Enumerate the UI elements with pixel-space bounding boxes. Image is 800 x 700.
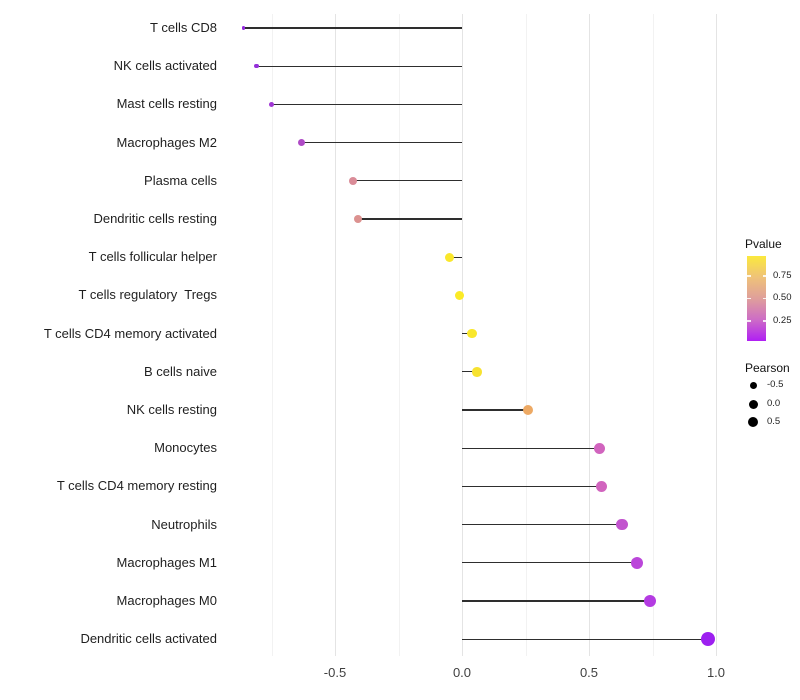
x-axis-tick-label: 0.5: [579, 665, 599, 680]
lollipop-dot: [643, 594, 657, 608]
lollipop-stem: [462, 562, 638, 564]
lollipop-dot: [523, 405, 534, 415]
y-axis-label: Monocytes: [154, 440, 217, 456]
y-axis-label: T cells CD4 memory resting: [56, 478, 217, 494]
lollipop-dot: [444, 252, 454, 262]
colorbar-tick: [747, 275, 751, 277]
x-axis-tick-label: -0.5: [323, 665, 347, 680]
lollipop-dot: [268, 101, 275, 108]
colorbar-tick-label: 0.25: [773, 314, 792, 326]
pvalue-legend-title: Pvalue: [745, 237, 782, 251]
major-gridline: [589, 14, 590, 656]
lollipop-dot: [353, 214, 363, 224]
colorbar-tick: [762, 275, 766, 277]
y-axis-label: Dendritic cells activated: [80, 631, 217, 647]
lollipop-dot: [616, 518, 628, 531]
lollipop-dot: [454, 290, 464, 300]
lollipop-stem: [462, 332, 473, 335]
lollipop-stem: [449, 256, 462, 258]
lollipop-dot: [596, 480, 608, 492]
lollipop-dot: [631, 556, 644, 569]
major-gridline: [462, 14, 463, 656]
lollipop-dot: [467, 328, 477, 339]
y-axis-label: Dendritic cells resting: [93, 211, 217, 226]
pearson-legend-label: 0.5: [767, 416, 781, 427]
lollipop-stem: [271, 103, 462, 106]
pearson-legend-label: 0.0: [767, 398, 781, 409]
y-axis-label: Neutrophils: [151, 516, 217, 532]
lollipop-stem: [243, 27, 462, 29]
y-axis-label: Plasma cells: [144, 172, 217, 188]
y-axis-label: T cells follicular helper: [88, 249, 217, 265]
y-axis-label: NK cells activated: [113, 58, 217, 74]
colorbar-tick-label: 0.50: [773, 292, 792, 303]
colorbar-tick: [762, 320, 766, 322]
y-axis-label: NK cells resting: [126, 402, 217, 417]
colorbar-tick-label: 0.75: [773, 269, 792, 281]
lollipop-dot: [298, 139, 306, 147]
minor-gridline: [652, 14, 654, 656]
lollipop-dot: [348, 176, 358, 186]
y-axis-label: B cells naive: [144, 363, 217, 379]
pearson-legend-dot: [747, 416, 759, 428]
pearson-legend-dot: [748, 399, 758, 409]
lollipop-dot: [472, 367, 482, 377]
lollipop-stem: [462, 523, 623, 526]
lollipop-dot: [241, 26, 246, 30]
minor-gridline: [525, 14, 527, 656]
x-axis-tick-label: 1.0: [706, 665, 726, 680]
y-axis-label: T cells CD8: [150, 20, 217, 35]
lollipop-stem: [301, 141, 462, 144]
x-axis-tick-label: 0.0: [452, 665, 472, 680]
lollipop-stem: [256, 65, 462, 67]
pvalue-colorbar: [747, 256, 766, 341]
lollipop-stem: [462, 371, 478, 373]
y-axis-label: T cells regulatory Tregs: [78, 287, 217, 303]
lollipop-stem: [462, 485, 602, 488]
pearson-legend-label: -0.5: [767, 379, 784, 390]
minor-gridline: [271, 14, 273, 656]
colorbar-tick: [747, 297, 751, 299]
y-axis-label: Mast cells resting: [116, 96, 217, 112]
colorbar-tick: [762, 297, 766, 299]
minor-gridline: [398, 14, 400, 656]
lollipop-stem: [462, 409, 529, 411]
y-axis-label: Macrophages M1: [116, 554, 217, 570]
major-gridline: [335, 14, 336, 656]
lollipop-dot: [593, 442, 605, 454]
lollipop-dot: [701, 632, 716, 647]
lollipop-stem: [462, 638, 709, 640]
y-axis-label: Macrophages M0: [116, 593, 217, 608]
pearson-legend-title: Pearson: [745, 361, 790, 375]
major-gridline: [716, 14, 717, 656]
lollipop-dot: [254, 63, 259, 69]
lollipop-stem: [352, 180, 462, 182]
lollipop-stem: [357, 218, 462, 220]
y-axis-label: T cells CD4 memory activated: [43, 325, 217, 341]
pearson-legend-dot: [749, 381, 757, 389]
colorbar-tick: [747, 320, 751, 322]
y-axis-label: Macrophages M2: [116, 134, 217, 150]
lollipop-stem: [462, 447, 600, 449]
lollipop-stem: [462, 600, 650, 602]
